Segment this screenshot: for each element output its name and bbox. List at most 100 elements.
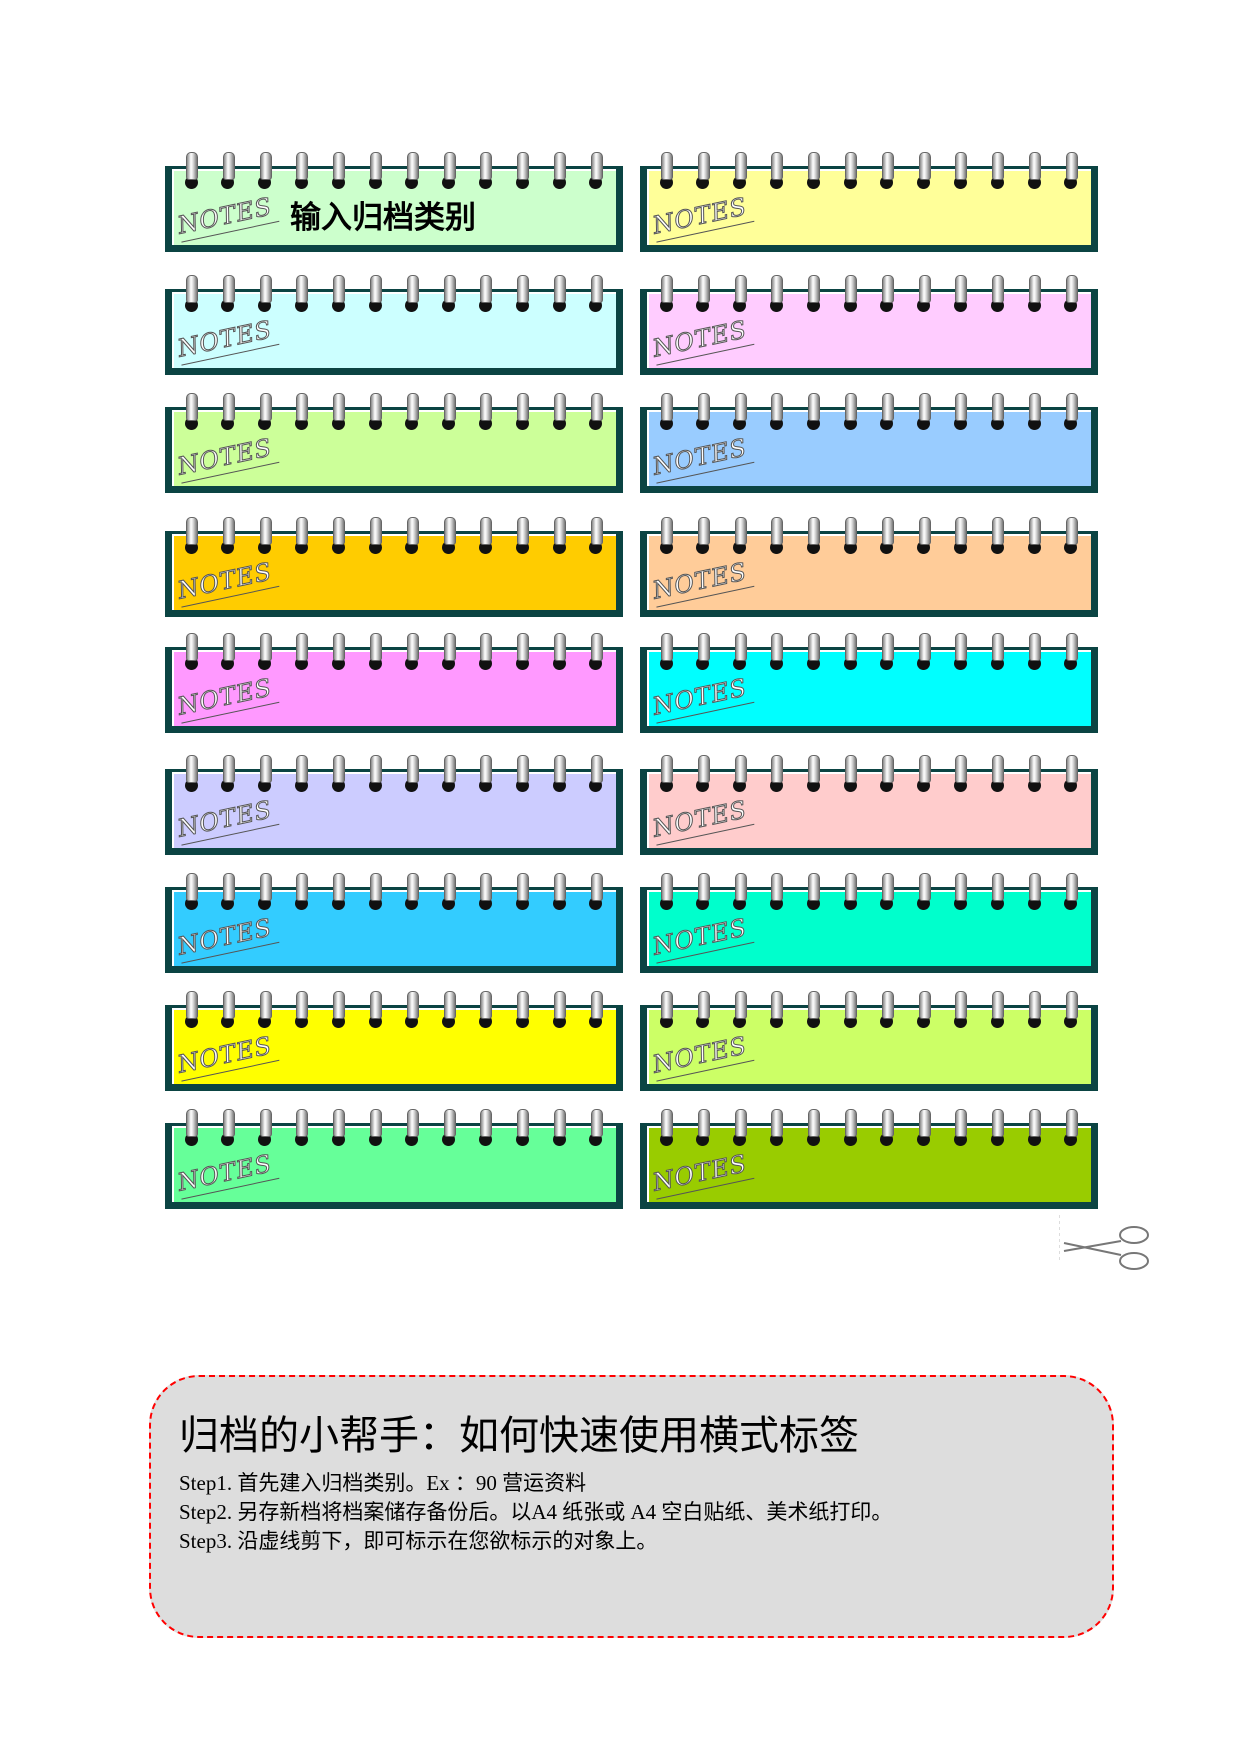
notebook-label-right-6: NOTES: [640, 755, 1098, 855]
spiral-ring-icon: [1065, 275, 1078, 303]
spiral-ring-icon: [1029, 991, 1041, 1019]
notebook-label-left-7: NOTES: [165, 873, 623, 973]
spiral-ring-icon: [259, 393, 272, 421]
spiral-ring-icon: [955, 1109, 968, 1137]
spiral-ring-icon: [845, 991, 857, 1019]
spiral-ring-icon: [697, 393, 710, 421]
spiral-ring-icon: [333, 517, 346, 545]
spiral-ring-icon: [517, 275, 530, 303]
spiral-ring-icon: [955, 393, 968, 421]
spiral-ring-icon: [1029, 873, 1041, 901]
spiral-ring-icon: [1065, 1109, 1078, 1137]
spiral-ring-icon: [370, 393, 382, 421]
spiral-ring-icon: [661, 755, 673, 783]
spiral-ring-icon: [554, 393, 566, 421]
spiral-ring-icon: [697, 991, 710, 1019]
spiral-ring-icon: [992, 393, 1005, 421]
notebook-label-right-2: NOTES: [640, 275, 1098, 375]
spiral-ring-icon: [186, 393, 198, 421]
spiral-ring-icon: [480, 275, 493, 303]
spiral-ring-icon: [554, 1109, 566, 1137]
spiral-ring-icon: [333, 152, 346, 180]
spiral-ring-icon: [845, 1109, 857, 1137]
spiral-ring-icon: [881, 755, 894, 783]
spiral-ring-icon: [259, 755, 272, 783]
spiral-ring-icon: [480, 1109, 493, 1137]
notebook-label-right-3: NOTES: [640, 393, 1098, 493]
spiral-ring-icon: [296, 393, 309, 421]
notebook-label-right-8: NOTES: [640, 991, 1098, 1091]
spiral-ring-icon: [771, 1109, 784, 1137]
spiral-ring-icon: [333, 1109, 346, 1137]
spiral-ring-icon: [480, 152, 493, 180]
spiral-ring-icon: [480, 393, 493, 421]
help-title: 归档的小帮手：如何快速使用横式标签: [179, 1413, 859, 1459]
spiral-ring-icon: [734, 275, 747, 303]
spiral-ring-icon: [406, 1109, 419, 1137]
spiral-ring-icon: [296, 873, 309, 901]
spiral-ring-icon: [480, 873, 493, 901]
spiral-ring-icon: [697, 873, 710, 901]
spiral-ring-icon: [443, 755, 456, 783]
spiral-ring-icon: [590, 517, 603, 545]
label-body: [165, 769, 623, 855]
spiral-ring-icon: [259, 275, 272, 303]
spiral-ring-icon: [554, 991, 566, 1019]
spiral-ring-icon: [222, 633, 235, 661]
spiral-ring-icon: [333, 633, 346, 661]
spiral-ring-icon: [697, 1109, 710, 1137]
spiral-ring-icon: [771, 152, 784, 180]
notebook-label-left-1: NOTES 输入归档类别: [165, 152, 623, 252]
spiral-ring-icon: [808, 152, 821, 180]
spiral-ring-icon: [734, 152, 747, 180]
spiral-ring-icon: [955, 633, 968, 661]
spiral-ring-icon: [1029, 633, 1041, 661]
spiral-ring-icon: [734, 873, 747, 901]
spiral-ring-icon: [370, 152, 382, 180]
spiral-ring-icon: [661, 633, 673, 661]
spiral-ring-icon: [296, 991, 309, 1019]
spiral-ring-icon: [845, 152, 857, 180]
spiral-ring-icon: [186, 873, 198, 901]
spiral-ring-icon: [918, 517, 931, 545]
spiral-ring-icon: [734, 755, 747, 783]
spiral-ring-icon: [333, 755, 346, 783]
spiral-ring-icon: [296, 517, 309, 545]
spiral-ring-icon: [222, 991, 235, 1019]
spiral-ring-icon: [517, 633, 530, 661]
spiral-ring-icon: [443, 152, 456, 180]
notebook-label-left-5: NOTES: [165, 633, 623, 733]
spiral-ring-icon: [808, 633, 821, 661]
spiral-ring-icon: [955, 991, 968, 1019]
spiral-ring-icon: [845, 755, 857, 783]
spiral-ring-icon: [333, 393, 346, 421]
spiral-ring-icon: [1065, 991, 1078, 1019]
spiral-ring-icon: [443, 275, 456, 303]
spiral-ring-icon: [992, 275, 1005, 303]
spiral-ring-icon: [259, 873, 272, 901]
spiral-ring-icon: [406, 152, 419, 180]
spiral-ring-icon: [881, 991, 894, 1019]
help-box: 归档的小帮手：如何快速使用横式标签 Step1. 首先建入归档类别。Ex ：90…: [149, 1375, 1114, 1638]
spiral-ring-icon: [406, 275, 419, 303]
spiral-ring-icon: [259, 1109, 272, 1137]
spiral-ring-icon: [370, 633, 382, 661]
spiral-ring-icon: [661, 152, 673, 180]
help-step-3: Step3. 沿虚线剪下，即可标示在您欲标示的对象上。: [179, 1529, 658, 1553]
spiral-ring-icon: [918, 755, 931, 783]
spiral-ring-icon: [771, 275, 784, 303]
spiral-ring-icon: [992, 152, 1005, 180]
notebook-label-left-4: NOTES: [165, 517, 623, 617]
notebook-label-right-4: NOTES: [640, 517, 1098, 617]
spiral-ring-icon: [1029, 152, 1041, 180]
spiral-ring-icon: [296, 755, 309, 783]
spiral-ring-icon: [406, 873, 419, 901]
spiral-ring-icon: [845, 633, 857, 661]
category-label[interactable]: 输入归档类别: [290, 200, 476, 236]
spiral-ring-icon: [443, 991, 456, 1019]
spiral-ring-icon: [881, 1109, 894, 1137]
spiral-ring-icon: [881, 517, 894, 545]
spiral-ring-icon: [186, 991, 198, 1019]
spiral-ring-icon: [222, 393, 235, 421]
